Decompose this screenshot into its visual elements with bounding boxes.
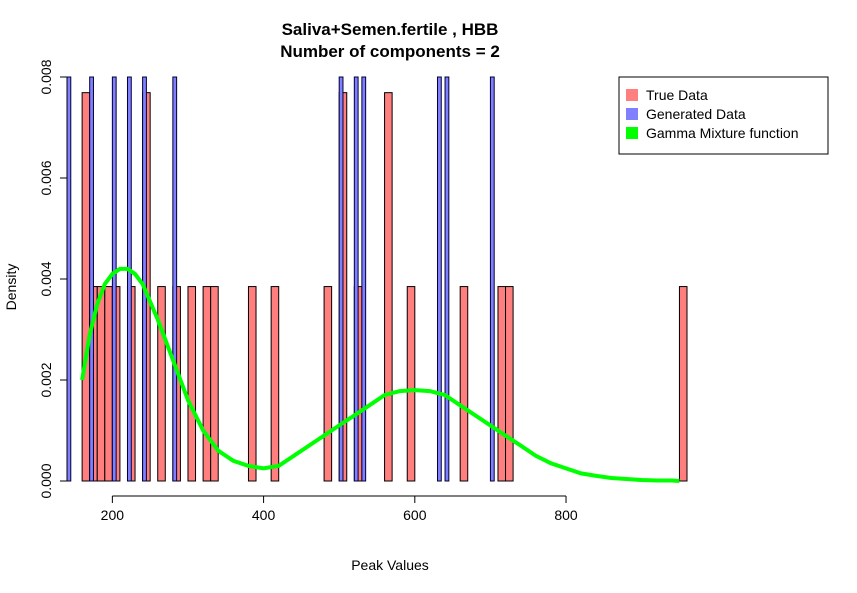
x-tick-label: 400	[252, 507, 276, 523]
generated-data-bar	[338, 76, 344, 482]
generated-data-bar	[66, 76, 72, 482]
true-data-bar	[157, 286, 166, 482]
true-data-bar	[678, 286, 688, 482]
generated-data-bar	[353, 76, 359, 482]
generated-data-bar	[361, 76, 367, 482]
generated-data-bar	[111, 76, 117, 482]
legend-label-generated-data: Generated Data	[646, 106, 746, 122]
legend: True Data Generated Data Gamma Mixture f…	[618, 76, 829, 155]
legend-swatch-true-data	[626, 89, 638, 101]
y-tick-label: 0.000	[38, 463, 54, 498]
legend-label-gamma-mixture: Gamma Mixture function	[646, 125, 799, 141]
generated-data-bars	[66, 76, 495, 482]
legend-label-true-data: True Data	[646, 87, 708, 103]
true-data-bar	[96, 286, 106, 482]
true-data-bar	[187, 286, 197, 482]
y-tick-label: 0.004	[38, 261, 54, 296]
generated-data-bar	[89, 76, 94, 482]
true-data-bar	[210, 286, 219, 482]
true-data-bar	[202, 286, 212, 482]
true-data-bar	[459, 286, 469, 482]
chart-title-line1: Saliva+Semen.fertile , HBB	[282, 20, 499, 39]
generated-data-bar	[489, 76, 495, 482]
x-tick-label: 600	[403, 507, 427, 523]
true-data-bar	[505, 286, 514, 482]
legend-swatch-gamma-mixture	[626, 127, 638, 139]
true-data-bar	[247, 286, 257, 482]
generated-data-bar	[142, 76, 147, 482]
generated-data-bar	[436, 76, 442, 482]
legend-box	[618, 76, 829, 155]
x-tick-label: 800	[554, 507, 578, 523]
true-data-bar	[104, 286, 113, 482]
chart-title-line2: Number of components = 2	[280, 42, 500, 61]
legend-swatch-generated-data	[626, 108, 638, 120]
true-data-bar	[270, 286, 280, 482]
true-data-bar	[497, 286, 507, 482]
y-axis: 0.000 0.002 0.004 0.006 0.008	[38, 59, 68, 499]
y-axis-label: Density	[3, 264, 19, 311]
generated-data-bar	[126, 76, 132, 482]
y-tick-label: 0.008	[38, 59, 54, 94]
x-axis-label: Peak Values	[351, 557, 429, 573]
true-data-bar	[323, 286, 333, 482]
x-axis: 200 400 600 800	[101, 495, 578, 523]
true-data-bar	[384, 92, 393, 482]
generated-data-bar	[172, 76, 178, 482]
y-tick-label: 0.006	[38, 160, 54, 195]
y-tick-label: 0.002	[38, 362, 54, 397]
true-data-bar	[81, 92, 91, 482]
generated-data-bar	[444, 76, 450, 482]
true-data-bar	[406, 286, 416, 482]
gamma-mixture-curve	[80, 266, 680, 483]
x-tick-label: 200	[101, 507, 125, 523]
